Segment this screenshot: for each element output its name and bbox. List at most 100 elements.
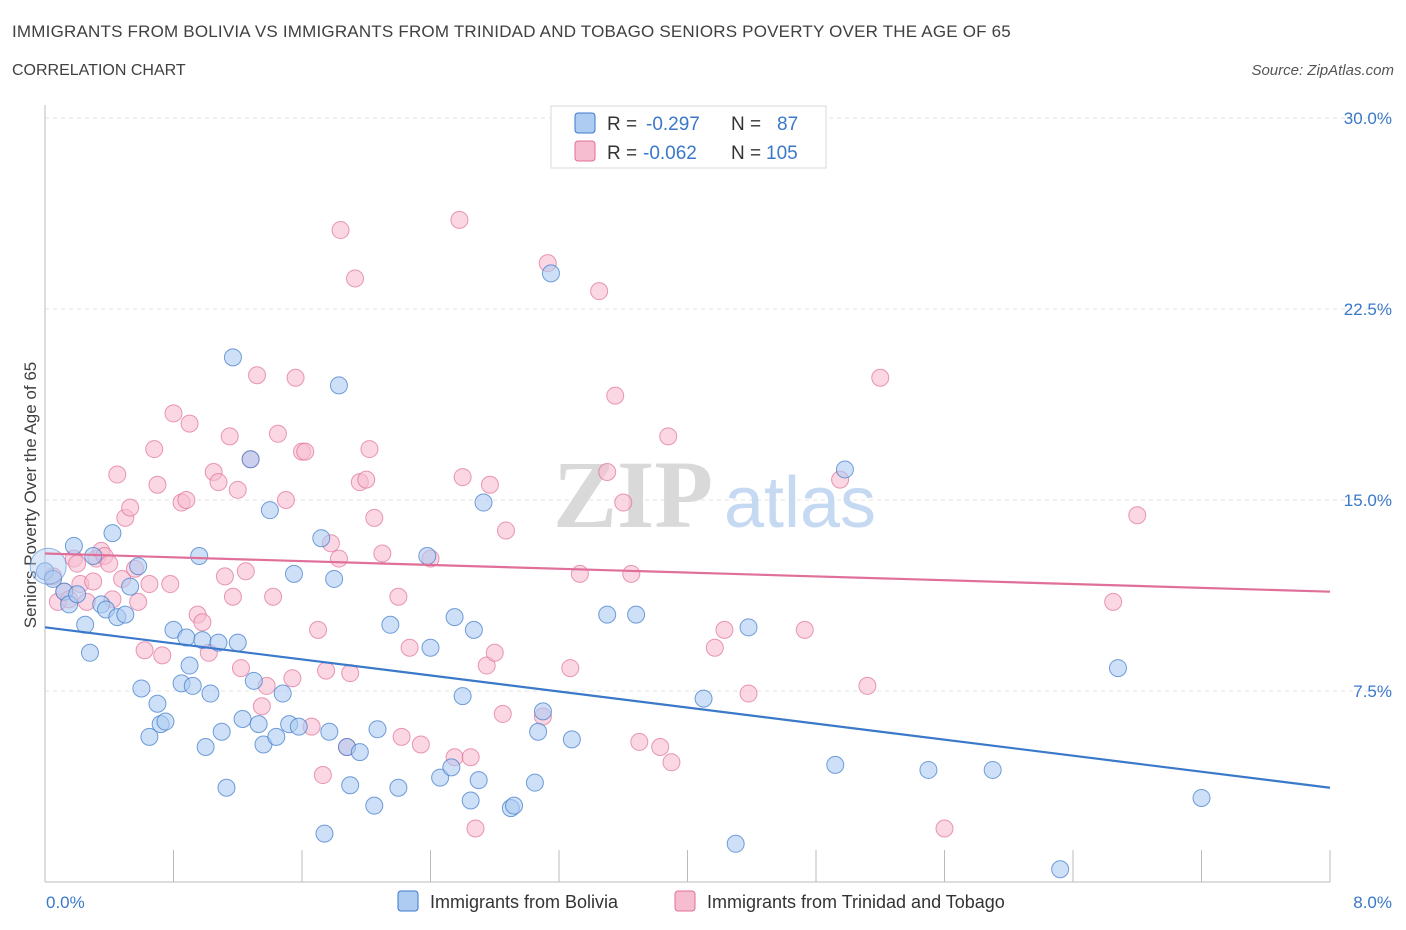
trinidad-point [331, 221, 350, 240]
bolivia-point [1192, 788, 1211, 807]
y-tick-label: 30.0% [1344, 109, 1392, 128]
bolivia-point [217, 778, 236, 797]
trinidad-point [268, 424, 287, 443]
bolivia-point [598, 605, 617, 624]
bolivia-point [341, 776, 360, 795]
bolivia-point [541, 264, 560, 283]
y-tick-label: 22.5% [1344, 300, 1392, 319]
bolivia-point [1051, 860, 1070, 879]
trinidad-point [177, 491, 196, 509]
bolivia-point [350, 743, 369, 762]
trinidad-point [135, 641, 154, 660]
trinidad-point [795, 620, 814, 639]
trinidad-point [614, 493, 633, 512]
bolivia-point [453, 687, 472, 706]
bolivia-point [183, 676, 202, 695]
bolivia-point [64, 536, 83, 555]
trinidad-point [329, 549, 348, 568]
watermark-zip: ZIP [553, 441, 713, 548]
trinidad-point [400, 638, 419, 657]
trinidad-point [561, 659, 580, 678]
trinidad-point [313, 766, 332, 785]
trinidad-point [108, 465, 127, 484]
bolivia-point [180, 656, 199, 675]
trinidad-point [659, 427, 678, 446]
bolivia-point [201, 684, 220, 703]
trinidad-point [493, 704, 512, 723]
legend-r-label-1: R = [607, 114, 637, 135]
bolivia-point [103, 524, 122, 543]
trinidad-point [1104, 592, 1123, 611]
trinidad-point [317, 661, 336, 680]
trinidad-point [461, 748, 480, 767]
trinidad-point [283, 669, 302, 688]
trinidad-point [209, 473, 228, 492]
legend-n-value-2: 105 [766, 143, 798, 164]
bolivia-point [627, 605, 646, 624]
trinidad-point [485, 643, 504, 662]
trinidad-point [453, 468, 472, 487]
bolivia-point [464, 620, 483, 639]
trinidad-point [662, 753, 681, 772]
bolivia-point [244, 671, 263, 690]
chart-title: IMMIGRANTS FROM BOLIVIA VS IMMIGRANTS FR… [12, 22, 1011, 41]
trinidad-point [223, 587, 242, 606]
bolivia-point [469, 771, 488, 790]
trinidad-point [100, 554, 119, 573]
watermark: ZIP atlas [553, 441, 876, 548]
trinidad-point [480, 475, 499, 494]
bolivia-point [320, 722, 339, 741]
chart-subtitle: CORRELATION CHART [12, 62, 186, 79]
bolivia-point [365, 796, 384, 815]
trinidad-point [180, 414, 199, 433]
bolivia-point [1108, 659, 1127, 678]
bolivia-point [140, 727, 159, 746]
bolivia-point-cluster [29, 547, 67, 585]
trinidad-point [129, 592, 148, 611]
trinidad-point [309, 620, 328, 639]
bolivia-point [325, 569, 344, 588]
y-axis-label: Seniors Poverty Over the Age of 65 [21, 362, 40, 628]
trend-line-bolivia [44, 626, 1331, 789]
bolivia-point [418, 547, 437, 566]
bolivia-point [68, 585, 87, 604]
trinidad-point [346, 269, 365, 288]
bolivia-point [726, 834, 745, 853]
trinidad-point [630, 732, 649, 751]
bolivia-point [284, 564, 303, 583]
trinidad-point [215, 567, 234, 586]
watermark-atlas: atlas [724, 463, 876, 543]
bolivia-point [919, 760, 938, 779]
trinidad-point [739, 684, 758, 703]
trinidad-point [145, 440, 164, 459]
bolivia-point [739, 618, 758, 637]
bolivia-point [826, 755, 845, 774]
bolivia-point [445, 608, 464, 627]
trinidad-point [68, 554, 87, 573]
bolivia-point [461, 791, 480, 810]
trinidad-point [392, 727, 411, 746]
bolivia-point [223, 348, 242, 367]
trinidad-point [264, 587, 283, 606]
trinidad-point [161, 575, 180, 594]
x-tick-label-max: 8.0% [1353, 893, 1392, 912]
trinidad-point [450, 210, 469, 229]
trinidad-point [365, 508, 384, 527]
trinidad-point [598, 462, 617, 481]
bolivia-point [312, 529, 331, 548]
trinidad-point [248, 366, 267, 385]
trinidad-point [858, 676, 877, 695]
bolivia-point [121, 577, 140, 596]
x-tick-label-min: 0.0% [46, 893, 85, 912]
bolivia-point [368, 720, 387, 739]
trinidad-point [220, 427, 239, 446]
trend-lines [44, 552, 1331, 789]
series-legend: Immigrants from Bolivia Immigrants from … [397, 890, 1005, 912]
trinidad-point [590, 282, 609, 301]
legend-swatch-trinidad [574, 140, 596, 162]
y-tick-label: 15.0% [1344, 491, 1392, 510]
bolivia-point [80, 643, 99, 662]
bolivia-point [505, 796, 524, 815]
trinidad-point [231, 659, 250, 678]
